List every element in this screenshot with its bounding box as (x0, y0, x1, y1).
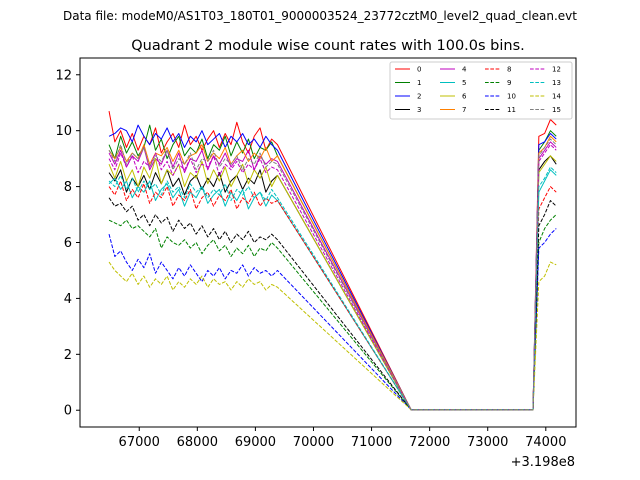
legend-label-5: 5 (462, 79, 466, 87)
legend-label-8: 8 (507, 66, 511, 74)
legend-label-12: 12 (552, 66, 561, 74)
y-tick-label: 8 (64, 180, 72, 195)
x-tick-label: 70000 (293, 435, 334, 450)
series-line-11 (108, 197, 557, 411)
x-tick-label: 69000 (235, 435, 276, 450)
y-tick-label: 4 (64, 292, 72, 307)
legend-label-6: 6 (462, 93, 467, 101)
legend-label-0: 0 (417, 66, 421, 74)
y-tick-label: 12 (55, 68, 72, 83)
y-axis: 0 2 4 6 8 10 12 (55, 68, 80, 419)
legend-box (389, 61, 573, 120)
legend-label-9: 9 (507, 79, 511, 87)
chart-supertitle: Data file: modeM0/AS1T03_180T01_90000035… (63, 9, 577, 23)
series-line-15 (108, 138, 557, 411)
legend-label-11: 11 (507, 106, 516, 114)
series-line-8 (108, 180, 557, 411)
legend-label-7: 7 (462, 106, 466, 114)
y-tick-label: 10 (55, 124, 72, 139)
series-line-12 (108, 144, 557, 411)
x-axis: 67000 68000 69000 70000 71000 72000 73000 74000 (119, 427, 566, 450)
legend-label-3: 3 (417, 106, 421, 114)
legend-label-14: 14 (552, 93, 561, 101)
x-tick-label: 71000 (351, 435, 392, 450)
legend-label-10: 10 (507, 93, 516, 101)
series-lines (108, 111, 557, 411)
legend-label-13: 13 (552, 79, 561, 87)
legend-label-15: 15 (552, 106, 561, 114)
y-tick-label: 0 (64, 404, 72, 419)
legend-label-4: 4 (462, 66, 467, 74)
y-tick-label: 2 (64, 348, 72, 363)
x-tick-label: 67000 (119, 435, 160, 450)
chart-title: Quadrant 2 module wise count rates with … (131, 38, 525, 54)
series-line-13 (108, 166, 557, 411)
x-tick-label: 68000 (177, 435, 218, 450)
x-tick-label: 74000 (525, 435, 566, 450)
series-line-14 (108, 261, 557, 411)
x-tick-label: 72000 (409, 435, 450, 450)
legend-label-1: 1 (417, 79, 421, 87)
legend-label-2: 2 (417, 93, 421, 101)
x-tick-label: 73000 (467, 435, 508, 450)
y-tick-label: 6 (64, 236, 72, 251)
x-offset-label: +3.198e8 (511, 455, 575, 470)
